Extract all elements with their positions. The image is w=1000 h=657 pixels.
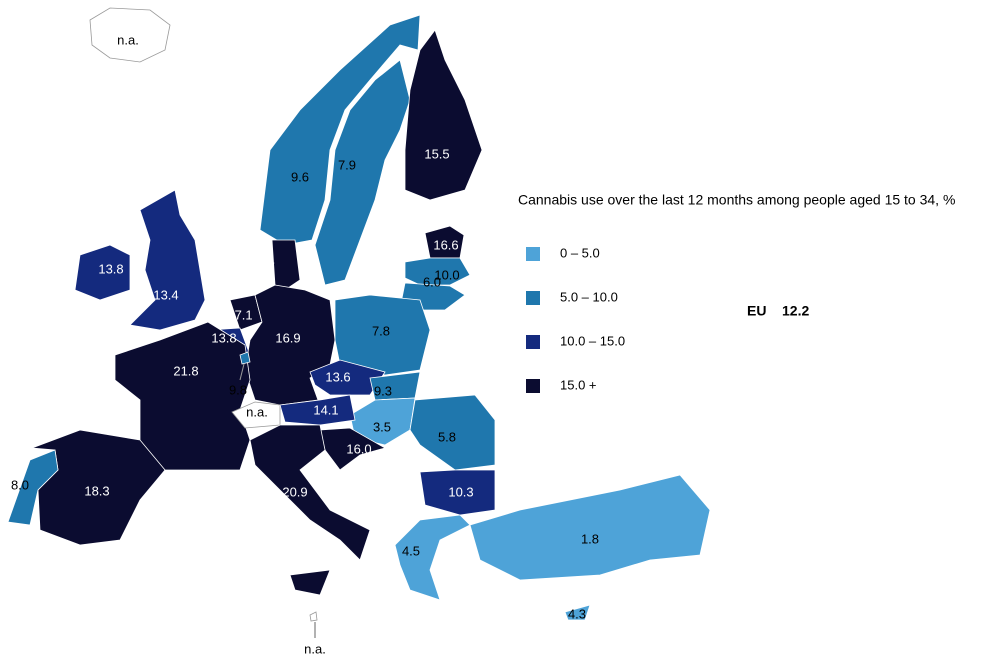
leader-line — [239, 363, 245, 381]
country-label: 13.8 — [98, 261, 123, 276]
country-label: n.a. — [304, 641, 326, 656]
country-label: n.a. — [246, 404, 268, 419]
eu-value: 12.2 — [782, 303, 809, 319]
country — [564, 604, 591, 621]
legend-swatch — [526, 247, 540, 261]
country-label: 13.8 — [211, 330, 236, 345]
country-label: 7.9 — [338, 157, 356, 172]
country-label: 7.8 — [372, 323, 390, 338]
country — [114, 321, 251, 471]
country-label: n.a. — [117, 32, 139, 47]
country — [469, 474, 711, 581]
country-label: 3.5 — [373, 419, 391, 434]
country-label: 13.6 — [325, 369, 350, 384]
legend-label: 0 – 5.0 — [560, 245, 600, 260]
country-label: 18.3 — [84, 483, 109, 498]
country-label: 10.3 — [448, 484, 473, 499]
country — [279, 394, 356, 426]
country-label: 9.6 — [291, 169, 309, 184]
legend-title: Cannabis use over the last 12 months amo… — [518, 192, 955, 208]
country — [404, 29, 483, 201]
country-label: 4.3 — [568, 606, 586, 621]
country-label: 10.0 — [434, 267, 459, 282]
country — [249, 424, 371, 596]
country — [424, 225, 465, 259]
country-label: 21.8 — [173, 363, 198, 378]
country — [271, 239, 301, 291]
country — [404, 257, 471, 286]
country-label: 16.0 — [346, 441, 371, 456]
legend-label: 5.0 – 10.0 — [560, 289, 618, 304]
country-label: 20.9 — [282, 484, 307, 499]
country — [7, 449, 59, 526]
country-label: 4.5 — [402, 543, 420, 558]
country-label: 17.1 — [227, 307, 252, 322]
eu-label: EU — [747, 303, 766, 319]
legend-swatch — [526, 291, 540, 305]
country-label: 9.3 — [374, 383, 392, 398]
country-label: 15.5 — [424, 146, 449, 161]
country — [309, 359, 386, 396]
country-label: 14.1 — [313, 402, 338, 417]
country — [129, 189, 206, 331]
legend-label: 10.0 – 15.0 — [560, 333, 625, 348]
country-label: 9.8 — [229, 382, 247, 397]
country — [74, 244, 131, 301]
legend-swatch — [526, 379, 540, 393]
legend-label: 15.0 + — [560, 377, 597, 392]
country-label: 1.8 — [581, 531, 599, 546]
country — [314, 59, 411, 286]
countries — [7, 7, 711, 622]
country — [239, 351, 251, 365]
country — [419, 469, 496, 516]
country — [309, 611, 318, 622]
country-label: 16.9 — [275, 330, 300, 345]
legend-swatch — [526, 335, 540, 349]
country — [259, 14, 421, 246]
country-labels: n.a. 9.6 7.9 15.5 16.6 10.06.0 15.4 13.4 13.8 17.… — [11, 32, 599, 656]
country — [409, 394, 496, 471]
country-label: 5.8 — [438, 429, 456, 444]
country — [89, 7, 171, 63]
country — [394, 514, 471, 601]
country-label: 13.4 — [153, 287, 178, 302]
country-label: 6.0 — [423, 274, 441, 289]
country-label: 15.4 — [249, 253, 274, 268]
country — [231, 401, 281, 429]
country-label: 8.0 — [11, 477, 29, 492]
country-label: 16.6 — [433, 237, 458, 252]
country — [334, 294, 431, 376]
